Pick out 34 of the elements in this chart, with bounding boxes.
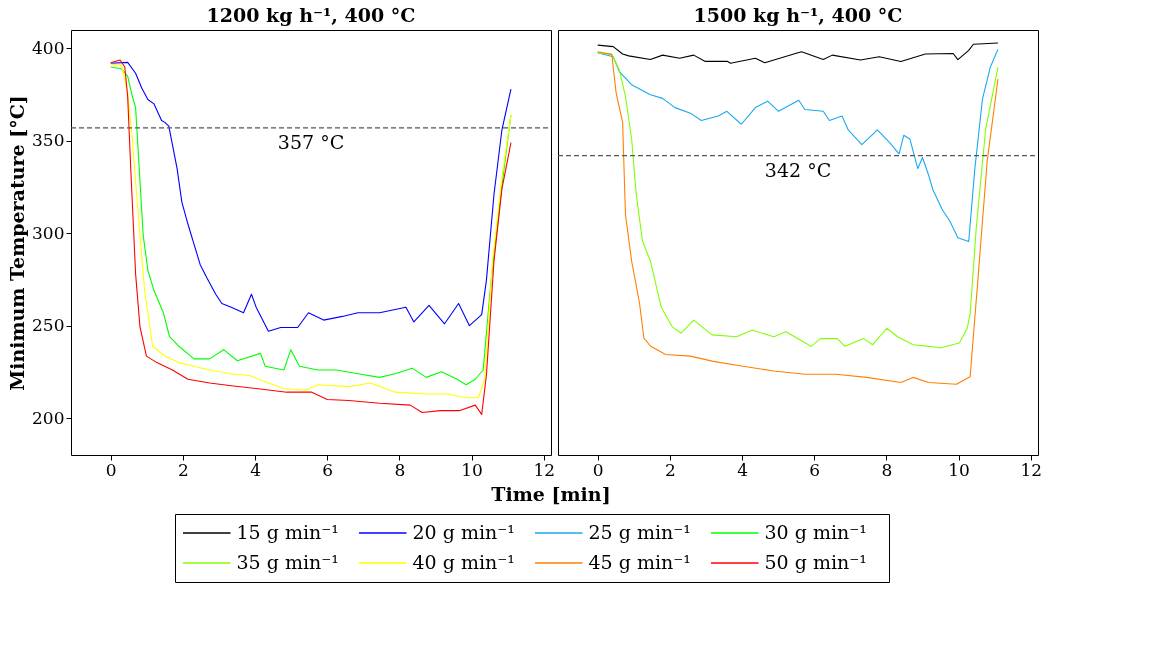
legend-label: 35 g min⁻¹ xyxy=(236,551,339,573)
x-tick-label: 2 xyxy=(664,459,676,480)
line-series xyxy=(110,61,512,332)
legend-label: 40 g min⁻¹ xyxy=(412,551,515,573)
x-tick-label: 8 xyxy=(394,459,406,480)
y-tick-label: 200 xyxy=(32,407,65,428)
y-tick-label: 300 xyxy=(32,222,65,243)
ref-line-label: 342 °C xyxy=(764,158,832,181)
x-tick-label: 4 xyxy=(737,459,748,480)
x-axis-title: Time [min] xyxy=(491,483,611,505)
y-axis-title: Minimum Temperature [°C] xyxy=(6,95,29,391)
x-tick-label: 4 xyxy=(250,459,261,480)
x-tick-label: 6 xyxy=(809,459,821,480)
x-tick-label: 8 xyxy=(881,459,893,480)
x-tick-label: 0 xyxy=(105,459,117,480)
legend-label: 30 g min⁻¹ xyxy=(764,521,867,543)
x-tick-label: 2 xyxy=(177,459,189,480)
x-tick-label: 10 xyxy=(948,459,970,480)
legend-label: 25 g min⁻¹ xyxy=(588,521,691,543)
chart-title: 1200 kg h⁻¹, 400 °C xyxy=(206,4,416,26)
ref-line-label: 357 °C xyxy=(277,130,345,153)
y-tick-label: 350 xyxy=(32,130,65,151)
x-tick-label: 0 xyxy=(592,459,604,480)
legend-label: 20 g min⁻¹ xyxy=(412,521,515,543)
legend-label: 45 g min⁻¹ xyxy=(588,551,691,573)
legend-label: 15 g min⁻¹ xyxy=(236,521,339,543)
y-tick-label: 400 xyxy=(32,37,65,58)
legend-label: 50 g min⁻¹ xyxy=(764,551,867,573)
chart-title: 1500 kg h⁻¹, 400 °C xyxy=(693,4,903,26)
x-tick-label: 10 xyxy=(461,459,483,480)
x-tick-label: 12 xyxy=(1020,459,1043,480)
y-tick-label: 250 xyxy=(32,315,65,336)
x-tick-label: 12 xyxy=(533,459,556,480)
x-tick-label: 6 xyxy=(322,459,334,480)
